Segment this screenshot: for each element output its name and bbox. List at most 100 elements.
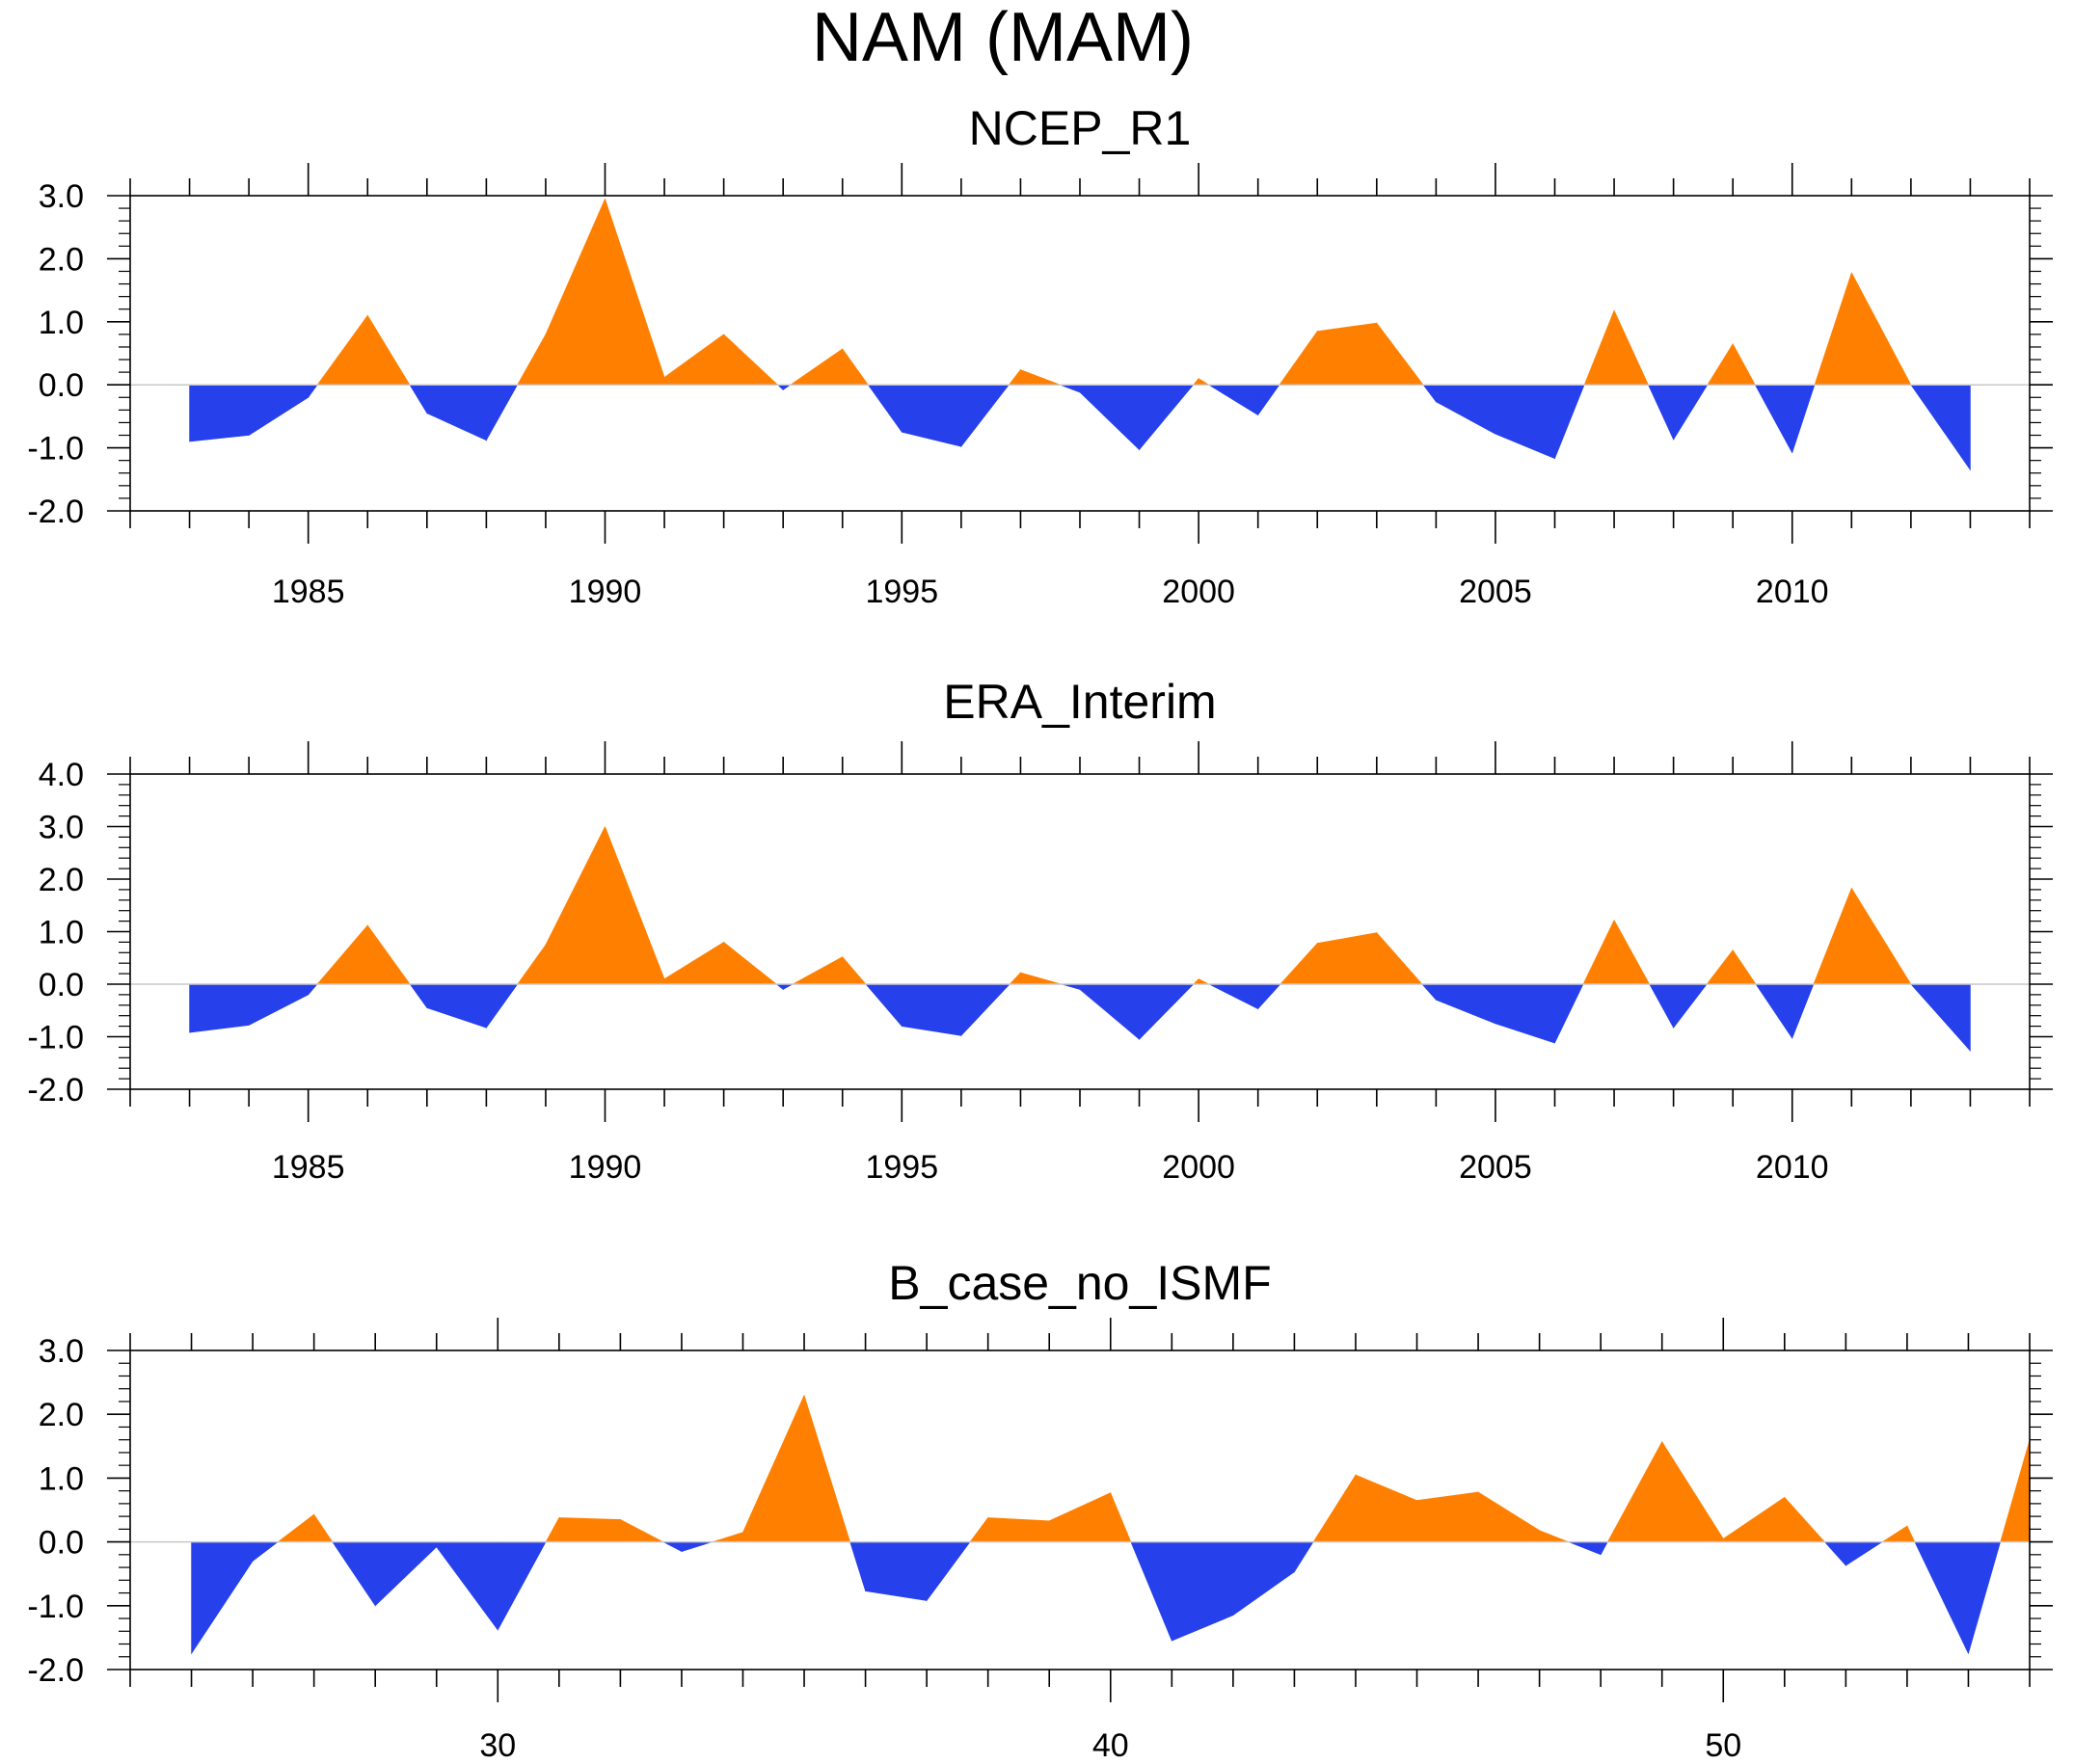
x-tick-label: 2010: [1756, 1149, 1829, 1186]
positive-area: [517, 333, 547, 386]
positive-area: [1009, 972, 1021, 985]
panel-title: B_case_no_ISMF: [888, 1256, 1271, 1310]
negative-area: [486, 384, 519, 441]
y-tick-label: 1.0: [39, 915, 84, 951]
positive-area: [663, 941, 724, 985]
positive-area: [2000, 1439, 2031, 1542]
positive-area: [1881, 1525, 1908, 1542]
x-tick-label: 2000: [1162, 574, 1235, 610]
negative-area: [409, 983, 428, 1009]
negative-area: [926, 1541, 971, 1602]
negative-area: [1079, 384, 1140, 451]
positive-area: [1416, 1491, 1479, 1542]
negative-area: [1232, 1541, 1295, 1617]
negative-area: [1079, 983, 1140, 1040]
positive-area: [1110, 1492, 1132, 1542]
positive-area: [663, 334, 724, 386]
negative-area: [662, 1541, 683, 1553]
negative-area: [189, 384, 250, 442]
positive-area: [1193, 977, 1199, 985]
positive-area: [1316, 322, 1378, 386]
negative-area: [1495, 983, 1555, 1044]
positive-area: [1661, 1440, 1724, 1542]
positive-area: [1813, 888, 1852, 985]
x-tick-label: 2005: [1459, 574, 1532, 610]
positive-area: [1606, 1441, 1663, 1542]
y-tick-label: -2.0: [27, 1072, 84, 1109]
y-tick-label: -1.0: [27, 1020, 84, 1056]
panel-title: ERA_Interim: [943, 675, 1216, 729]
negative-area: [960, 983, 1010, 1037]
positive-area: [1732, 343, 1756, 386]
negative-area: [1139, 384, 1195, 451]
negative-area: [1139, 983, 1195, 1040]
negative-area: [681, 1541, 713, 1552]
negative-area: [902, 384, 962, 447]
negative-area: [191, 1541, 254, 1655]
negative-area: [1673, 983, 1708, 1029]
negative-area: [248, 384, 309, 437]
positive-area: [620, 1518, 664, 1542]
negative-area: [332, 1541, 376, 1607]
positive-area: [277, 1513, 314, 1542]
positive-area: [1784, 1496, 1826, 1542]
negative-area: [248, 983, 309, 1027]
negative-area: [189, 983, 250, 1033]
positive-area: [366, 314, 411, 386]
x-tick-label: 2010: [1756, 574, 1829, 610]
negative-area: [960, 384, 1010, 448]
panel-3: B_case_no_ISMF -2.0 -1.0 0.0 1.0 2.0 3.0 30 40 50: [27, 1256, 2053, 1764]
positive-area: [1582, 920, 1615, 985]
y-tick-label: -1.0: [27, 431, 84, 468]
negative-area: [865, 1541, 928, 1601]
positive-area: [1814, 272, 1852, 386]
negative-area: [782, 384, 792, 391]
negative-area: [1845, 1541, 1884, 1566]
positive-area: [558, 1517, 621, 1542]
positive-area: [517, 944, 547, 985]
negative-area: [497, 1541, 547, 1631]
x-tick-label: 2005: [1459, 1149, 1532, 1186]
positive-area: [1851, 272, 1912, 386]
panel-title: NCEP_R1: [969, 101, 1192, 155]
positive-area: [1376, 931, 1423, 985]
negative-area: [1568, 1541, 1602, 1556]
x-tick-label: 1985: [272, 1149, 345, 1186]
positive-area: [842, 955, 867, 985]
positive-area: [1020, 369, 1061, 386]
negative-area: [1791, 983, 1815, 1039]
positive-area: [742, 1395, 805, 1542]
negative-area: [486, 983, 519, 1029]
x-tick-label: 1995: [865, 574, 938, 610]
negative-area: [374, 1541, 438, 1607]
negative-area: [1648, 384, 1674, 441]
y-tick-label: 0.0: [39, 367, 84, 404]
negative-area: [775, 983, 784, 991]
positive-area: [987, 1517, 1050, 1542]
positive-area: [1539, 1530, 1569, 1542]
negative-area: [308, 384, 318, 399]
negative-area: [1754, 384, 1793, 453]
positive-area: [1008, 368, 1021, 386]
y-tick-label: -2.0: [27, 494, 84, 530]
negative-area: [1649, 983, 1674, 1029]
x-tick-label: 1990: [569, 1149, 642, 1186]
y-tick-label: 3.0: [39, 810, 84, 846]
negative-area: [1172, 1541, 1234, 1642]
negative-area: [1061, 983, 1081, 990]
x-tick-label: 1990: [569, 574, 642, 610]
positive-area: [366, 924, 411, 985]
x-tick-label: 1985: [272, 574, 345, 610]
positive-area: [1583, 309, 1615, 386]
negative-area: [1554, 384, 1585, 459]
negative-area: [1673, 384, 1709, 441]
positive-area: [1198, 378, 1210, 386]
negative-area: [1421, 983, 1437, 1002]
positive-area: [316, 924, 368, 985]
positive-area: [545, 1517, 560, 1542]
positive-area: [545, 199, 606, 386]
positive-area: [842, 347, 869, 386]
y-tick-label: -2.0: [27, 1652, 84, 1689]
positive-area: [1198, 978, 1210, 985]
